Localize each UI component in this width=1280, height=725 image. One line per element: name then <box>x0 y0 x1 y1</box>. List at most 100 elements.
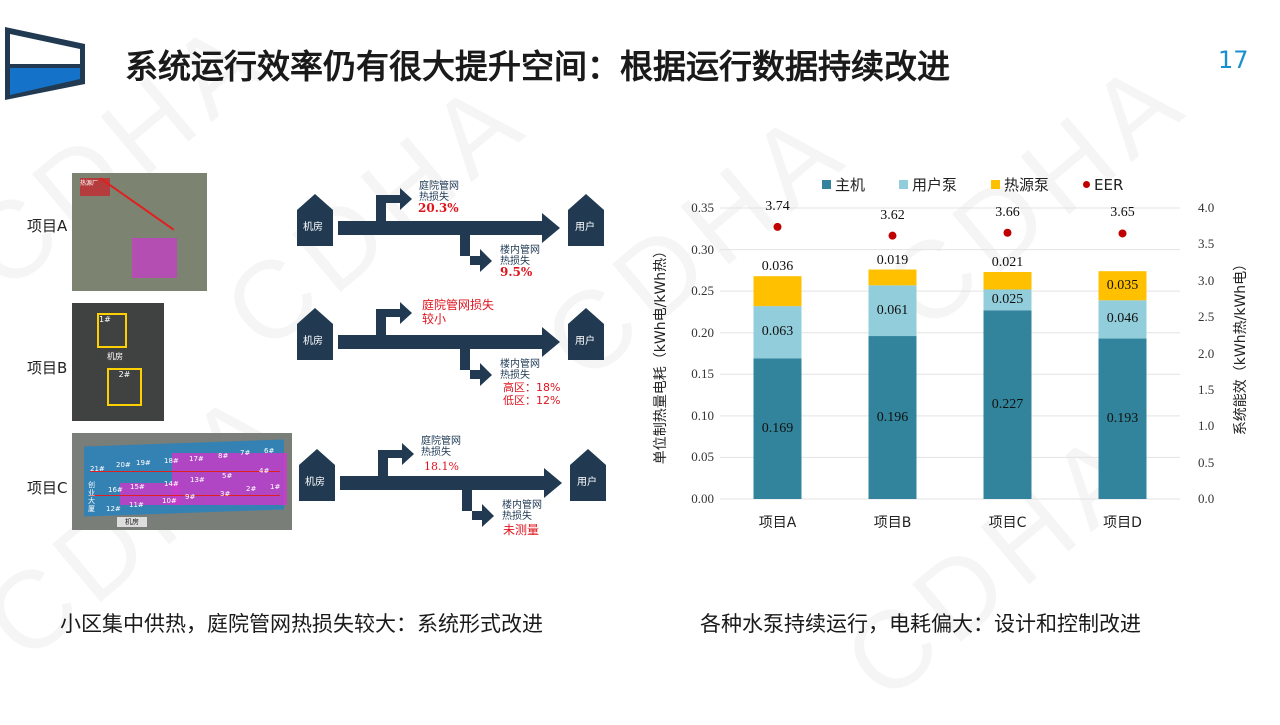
heat-loss-diagram-b: 机房 用户 庭院管网损失 较小 楼内管网 热损失 高区：18% 低区：12% <box>295 298 615 408</box>
bar-source-pump <box>868 269 917 286</box>
y-tick-label: 0.10 <box>691 407 714 423</box>
eer-label: 3.65 <box>1110 205 1135 221</box>
bar-host <box>983 310 1032 499</box>
logo-icon <box>5 27 85 100</box>
building-loss-label: 楼内管网 热损失 <box>500 245 540 267</box>
x-tick-label: 项目D <box>1103 515 1142 531</box>
data-label: 0.227 <box>991 396 1024 412</box>
house-icon <box>297 194 333 246</box>
legend-item-eer: EER <box>1083 176 1123 194</box>
building-loss-value: 9.5% <box>500 265 533 279</box>
y2-tick-label: 0.5 <box>1198 454 1215 470</box>
main-flow-arrow <box>338 327 560 357</box>
yard-loss-value: 20.3% <box>418 201 459 215</box>
y-tick-label: 0.35 <box>691 200 714 215</box>
house-icon <box>568 194 604 246</box>
target-label: 用户 <box>577 477 597 488</box>
bar-host <box>753 358 802 499</box>
data-label: 0.169 <box>761 420 794 436</box>
heat-loss-diagram-c: 机房 用户 庭院管网 热损失 18.1% 楼内管网 热损失 未测量 <box>295 436 615 549</box>
data-label: 0.019 <box>876 252 909 268</box>
building-loss-arrow <box>460 339 492 386</box>
yard-loss-value: 18.1% <box>424 460 459 473</box>
bar-host <box>868 336 917 499</box>
x-tick-label: 项目A <box>758 515 797 531</box>
yard-loss-arrow <box>376 302 412 335</box>
project-label: 项目C <box>27 479 68 497</box>
source-label: 机房 <box>303 222 323 233</box>
y2-tick-label: 1.5 <box>1198 381 1215 397</box>
house-icon <box>570 449 606 501</box>
project-label: 项目B <box>27 359 68 377</box>
eer-label: 3.66 <box>995 204 1020 220</box>
x-tick-label: 项目B <box>873 515 912 531</box>
legend-item-host: 主机 <box>822 174 865 195</box>
building-loss-arrow <box>460 225 492 272</box>
bar-user-pump <box>983 289 1032 311</box>
y2-tick-label: 1.0 <box>1198 418 1215 434</box>
bar-source-pump <box>753 276 802 307</box>
bar-user-pump <box>868 285 917 337</box>
main-flow-arrow <box>340 468 562 498</box>
project-c-map: 21# 20# 19# 18# 17# 8# 7# 6# 16# 15# 14#… <box>72 433 292 530</box>
target-label: 用户 <box>575 336 595 347</box>
building-loss-label: 楼内管网 热损失 <box>502 500 542 522</box>
data-label: 0.196 <box>876 409 909 425</box>
bar-user-pump <box>1098 300 1147 339</box>
y2-tick-label: 2.5 <box>1198 309 1215 325</box>
data-label: 0.025 <box>991 291 1024 307</box>
y2-tick-label: 3.5 <box>1198 236 1215 252</box>
bar-source-pump <box>1098 271 1147 301</box>
house-icon <box>568 308 604 360</box>
data-label: 0.035 <box>1106 277 1139 293</box>
x-tick-label: 项目C <box>988 515 1027 531</box>
source-label: 机房 <box>305 477 325 488</box>
caption-left: 小区集中供热，庭院管网热损失较大：系统形式改进 <box>60 612 543 636</box>
bar-user-pump <box>753 306 802 359</box>
eer-point <box>888 231 897 240</box>
chart-legend: 主机 用户泵 热源泵 EER <box>822 174 1123 195</box>
y-tick-label: 0.00 <box>691 491 714 506</box>
data-label: 0.063 <box>761 324 794 340</box>
eer-point <box>773 222 782 231</box>
eer-point <box>1118 229 1127 238</box>
data-label: 0.193 <box>1106 410 1139 426</box>
y-tick-label: 0.30 <box>691 241 714 257</box>
house-icon <box>299 449 335 501</box>
main-flow-arrow <box>338 213 560 243</box>
house-icon <box>297 308 333 360</box>
project-b-map: 1# 机房 2# <box>72 303 164 421</box>
data-label: 0.046 <box>1106 311 1139 327</box>
project-label: 项目A <box>27 217 68 235</box>
building-loss-arrow <box>462 480 494 527</box>
y-tick-label: 0.20 <box>691 324 714 340</box>
yard-loss-value: 庭院管网损失 较小 <box>422 298 495 326</box>
data-label: 0.021 <box>991 255 1024 271</box>
yard-loss-label: 庭院管网 热损失 <box>421 436 461 458</box>
source-label: 机房 <box>303 336 323 347</box>
legend-item-source-pump: 热源泵 <box>991 174 1049 195</box>
page-number: 17 <box>1218 46 1249 74</box>
project-a-map: 热源厂 <box>72 173 207 291</box>
target-label: 用户 <box>575 222 595 233</box>
building-loss-value: 未测量 <box>503 523 540 537</box>
data-label: 0.061 <box>876 302 909 318</box>
bar-source-pump <box>983 272 1032 290</box>
eer-point <box>1003 228 1012 237</box>
eer-label: 3.62 <box>880 207 905 223</box>
bar-host <box>1098 338 1147 499</box>
legend-item-user-pump: 用户泵 <box>899 174 957 195</box>
yard-loss-arrow <box>376 188 412 221</box>
y-tick-label: 0.05 <box>691 449 714 465</box>
y2-tick-label: 0.0 <box>1198 491 1215 506</box>
y2-tick-label: 2.0 <box>1198 345 1215 361</box>
yard-loss-label: 庭院管网 热损失 <box>419 181 459 203</box>
y2-tick-label: 4.0 <box>1198 200 1215 215</box>
y-tick-label: 0.15 <box>691 366 714 382</box>
yard-loss-arrow <box>378 443 414 476</box>
heat-loss-diagram-a: 机房 用户 庭院管网 热损失 20.3% 楼内管网 热损失 9.5% <box>295 181 615 294</box>
caption-right: 各种水泵持续运行，电耗偏大：设计和控制改进 <box>700 612 1141 636</box>
page-title: 系统运行效率仍有很大提升空间：根据运行数据持续改进 <box>125 47 950 86</box>
data-label: 0.036 <box>761 259 794 275</box>
